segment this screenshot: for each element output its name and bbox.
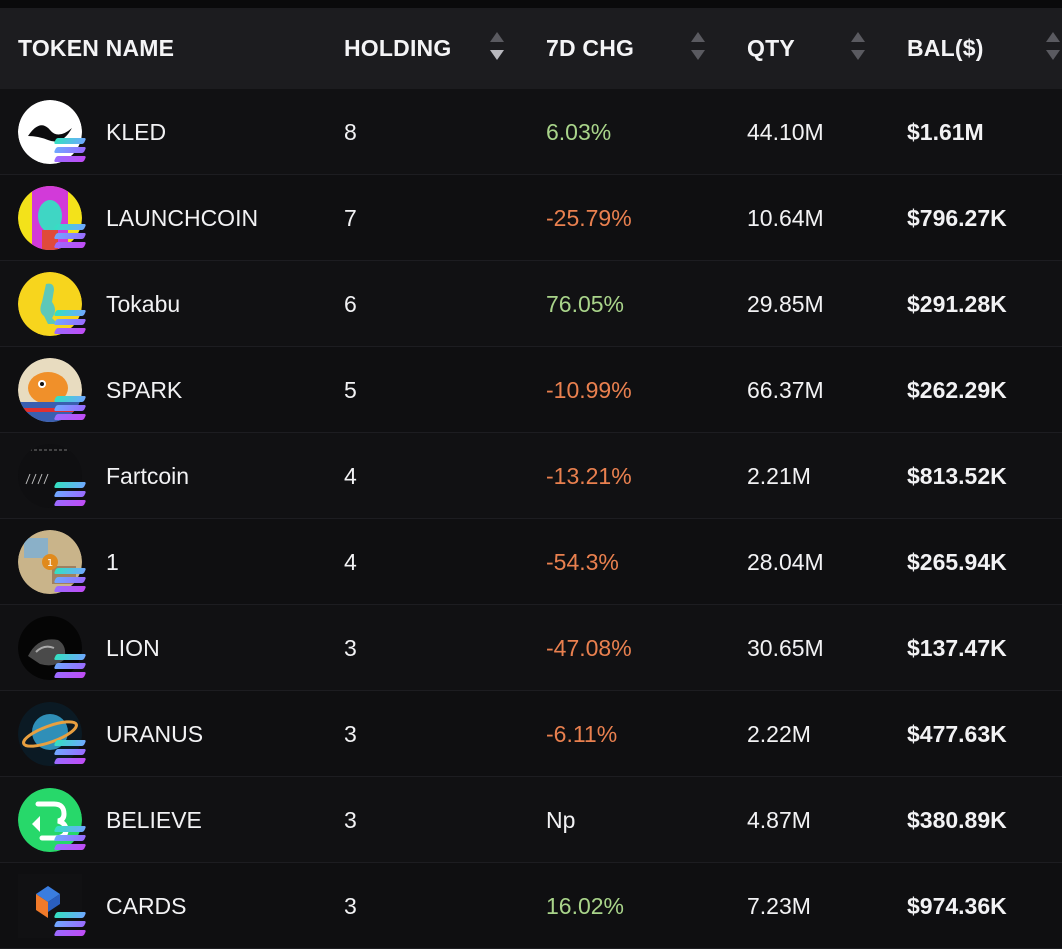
table-row[interactable]: LION 3 -47.08% 30.65M $137.47K [0,605,1062,691]
table-header: TOKEN NAME HOLDING 7D CHG QTY BAL($) [0,8,1062,89]
token-name[interactable]: LAUNCHCOIN [106,204,259,231]
change-7d: 16.02% [546,892,625,919]
change-7d: -6.11% [546,720,618,747]
holding-count: 6 [344,290,357,317]
token-name[interactable]: SPARK [106,376,183,403]
table-row[interactable]: LAUNCHCOIN 7 -25.79% 10.64M $796.27K [0,175,1062,261]
token-name[interactable]: Fartcoin [106,462,190,489]
token-name[interactable]: KLED [106,118,167,145]
table-row[interactable]: 1 1 4 -54.3% 28.04M $265.94K [0,519,1062,605]
solana-chain-icon [53,482,87,510]
holding-count: 4 [344,462,357,489]
change-7d: -25.79% [546,204,632,231]
change-7d: -54.3% [546,548,619,575]
solana-chain-icon [53,654,87,682]
sort-7d-change-icon[interactable] [691,32,705,66]
change-7d: 76.05% [546,290,625,317]
column-header-token-name[interactable]: TOKEN NAME [18,35,175,61]
table-row[interactable]: SPARK 5 -10.99% 66.37M $262.29K [0,347,1062,433]
column-header-qty[interactable]: QTY [747,35,795,61]
table-row[interactable]: CARDS 3 16.02% 7.23M $974.36K [0,863,1062,949]
holding-count: 5 [344,376,357,403]
svg-text:1: 1 [47,558,53,569]
holding-count: 3 [344,806,357,833]
balance: $796.27K [907,204,1007,231]
balance: $1.61M [907,118,984,145]
change-7d: -13.21% [546,462,632,489]
solana-chain-icon [53,396,87,424]
balance: $291.28K [907,290,1007,317]
balance: $262.29K [907,376,1007,403]
holding-count: 3 [344,720,357,747]
solana-chain-icon [53,310,87,338]
column-header-holding[interactable]: HOLDING [344,35,452,61]
sort-holding-icon[interactable] [490,32,504,66]
change-7d: -10.99% [546,376,632,403]
quantity: 44.10M [747,118,824,145]
holding-count: 7 [344,204,357,231]
change-7d: 6.03% [546,118,612,145]
change-7d: -47.08% [546,634,632,661]
balance: $813.52K [907,462,1007,489]
solana-chain-icon [53,740,87,768]
table-row[interactable]: Fartcoin 4 -13.21% 2.21M $813.52K [0,433,1062,519]
change-7d: Np [546,806,576,833]
balance: $477.63K [907,720,1007,747]
table-row[interactable]: URANUS 3 -6.11% 2.22M $477.63K [0,691,1062,777]
solana-chain-icon [53,224,87,252]
holding-count: 4 [344,548,357,575]
token-name[interactable]: BELIEVE [106,806,202,833]
token-name[interactable]: LION [106,634,160,661]
table-row[interactable]: Tokabu 6 76.05% 29.85M $291.28K [0,261,1062,347]
solana-chain-icon [53,912,87,940]
balance: $137.47K [907,634,1007,661]
fartcoin-logo-icon [18,444,82,508]
table-row[interactable]: BELIEVE 3 Np 4.87M $380.89K [0,777,1062,863]
balance: $380.89K [907,806,1007,833]
quantity: 4.87M [747,806,811,833]
quantity: 66.37M [747,376,824,403]
column-header-7d-change[interactable]: 7D CHG [546,35,635,61]
holding-count: 3 [344,892,357,919]
holding-count: 8 [344,118,357,145]
token-name[interactable]: URANUS [106,720,204,747]
balance: $265.94K [907,548,1007,575]
top-edge [0,0,1062,8]
quantity: 2.22M [747,720,811,747]
token-name[interactable]: CARDS [106,892,187,919]
solana-chain-icon [53,568,87,596]
quantity: 29.85M [747,290,824,317]
table-row[interactable]: KLED 8 6.03% 44.10M $1.61M [0,89,1062,175]
token-name[interactable]: 1 [106,548,119,575]
token-name[interactable]: Tokabu [106,290,181,317]
balance: $974.36K [907,892,1007,919]
sort-balance-icon[interactable] [1046,32,1060,66]
solana-chain-icon [53,826,87,854]
quantity: 30.65M [747,634,824,661]
sort-qty-icon[interactable] [851,32,865,66]
quantity: 10.64M [747,204,824,231]
holding-count: 3 [344,634,357,661]
cards-logo-icon [18,874,82,938]
quantity: 28.04M [747,548,824,575]
quantity: 2.21M [747,462,811,489]
solana-chain-icon [53,138,87,166]
column-header-balance[interactable]: BAL($) [907,35,984,61]
quantity: 7.23M [747,892,811,919]
